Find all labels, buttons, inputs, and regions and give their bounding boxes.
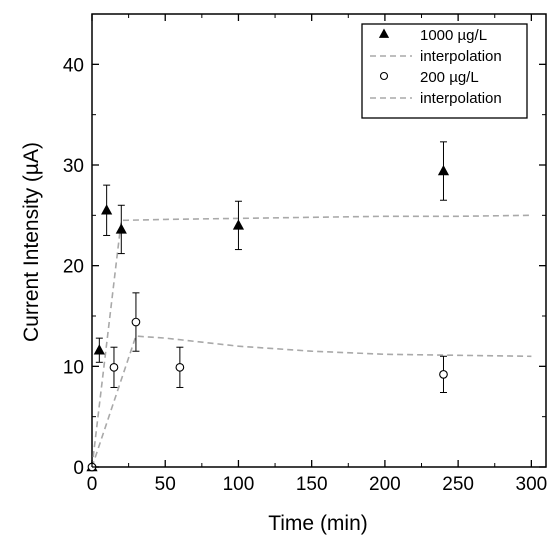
y-tick-label-1: 10 bbox=[63, 357, 84, 378]
series-layer bbox=[86, 141, 532, 472]
series-0-point-2 bbox=[101, 204, 113, 215]
legend-box bbox=[361, 23, 528, 119]
y-axis-label: Current Intensity (µA) bbox=[20, 142, 43, 342]
y-tick-label-4: 40 bbox=[63, 55, 84, 76]
legend: 1000 µg/L interpolation 200 µg/L interpolat… bbox=[361, 23, 528, 119]
series-1-line bbox=[91, 214, 532, 468]
x-tick-label-2: 100 bbox=[223, 474, 255, 495]
x-tick-label-0: 0 bbox=[87, 474, 98, 495]
y-tick-label-3: 30 bbox=[63, 156, 84, 177]
legend-label-3: interpolation bbox=[420, 90, 502, 107]
x-tick-label-3: 150 bbox=[296, 474, 328, 495]
x-tick-label-5: 250 bbox=[442, 474, 474, 495]
series-0-point-5 bbox=[437, 164, 450, 176]
legend-label-0: 1000 µg/L bbox=[420, 27, 487, 44]
x-tick-label-4: 200 bbox=[369, 474, 401, 495]
legend-label-2: 200 µg/L bbox=[420, 69, 479, 86]
series-2-point-2 bbox=[131, 317, 141, 327]
x-tick-label-6: 300 bbox=[516, 474, 548, 495]
series-2-point-3 bbox=[175, 362, 185, 372]
series-0-point-3 bbox=[115, 223, 127, 234]
axes-layer: 0 50 100 150 200 250 300 0 10 20 30 40 bbox=[63, 14, 547, 495]
legend-swatch-2 bbox=[379, 71, 389, 81]
series-3-line bbox=[91, 335, 532, 468]
series-2-point-1 bbox=[109, 362, 119, 372]
series-0-point-1 bbox=[93, 344, 105, 355]
legend-label-1: interpolation bbox=[420, 48, 502, 65]
series-2-point-4 bbox=[439, 370, 448, 379]
y-tick-label-0: 0 bbox=[73, 458, 84, 479]
y-tick-label-2: 20 bbox=[63, 257, 84, 278]
x-axis-label: Time (min) bbox=[268, 512, 368, 535]
x-tick-label-1: 50 bbox=[155, 474, 176, 495]
series-0-point-4 bbox=[232, 219, 245, 230]
legend-swatch-0 bbox=[378, 28, 390, 38]
